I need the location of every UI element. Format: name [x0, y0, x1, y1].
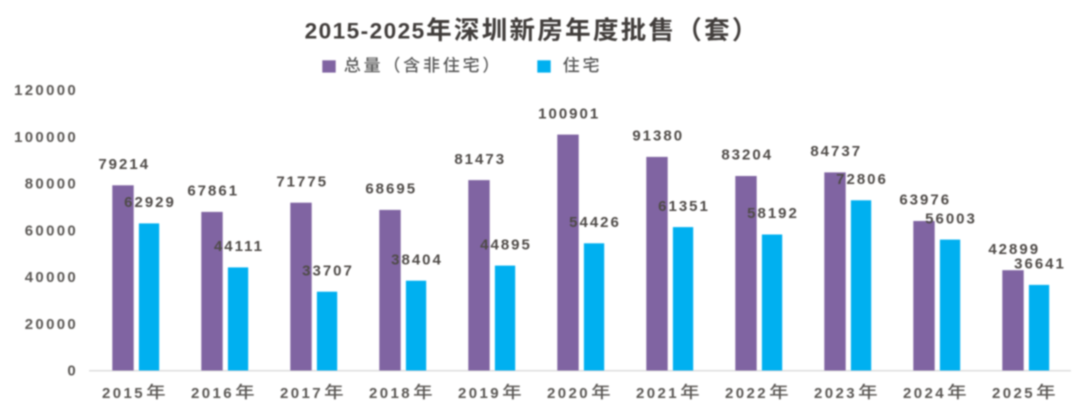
svg-text:2021: 2021 — [636, 385, 679, 402]
svg-text:120000: 120000 — [14, 82, 78, 99]
svg-text:68695: 68695 — [365, 181, 417, 198]
svg-text:100901: 100901 — [538, 105, 600, 122]
svg-text:81473: 81473 — [454, 151, 506, 168]
svg-text:79214: 79214 — [98, 156, 150, 173]
svg-text:44895: 44895 — [480, 236, 532, 253]
svg-text:2018: 2018 — [369, 385, 412, 402]
svg-text:0: 0 — [67, 363, 78, 380]
svg-text:58192: 58192 — [747, 205, 799, 222]
svg-text:2024: 2024 — [903, 385, 946, 402]
svg-text:71775: 71775 — [276, 173, 328, 190]
svg-text:61351: 61351 — [658, 198, 710, 215]
svg-text:2020: 2020 — [547, 385, 590, 402]
svg-text:67861: 67861 — [187, 183, 239, 200]
svg-text:33707: 33707 — [302, 262, 354, 279]
svg-text:40000: 40000 — [25, 269, 78, 286]
svg-text:2015-2025: 2015-2025 — [305, 18, 426, 43]
svg-text:60000: 60000 — [25, 222, 78, 239]
svg-text:20000: 20000 — [25, 316, 78, 333]
svg-text:83204: 83204 — [721, 147, 773, 164]
svg-text:80000: 80000 — [25, 176, 78, 193]
svg-text:2016: 2016 — [191, 385, 234, 402]
svg-text:44111: 44111 — [214, 238, 264, 255]
svg-text:100000: 100000 — [14, 129, 78, 146]
svg-text:72806: 72806 — [836, 171, 888, 188]
svg-text:56003: 56003 — [925, 210, 977, 227]
svg-text:91380: 91380 — [632, 128, 684, 145]
svg-text:36641: 36641 — [1014, 256, 1066, 273]
svg-text:84737: 84737 — [810, 143, 862, 160]
svg-text:2019: 2019 — [458, 385, 501, 402]
svg-text:2025: 2025 — [992, 385, 1035, 402]
svg-text:38404: 38404 — [391, 251, 443, 268]
svg-text:63976: 63976 — [899, 192, 951, 209]
svg-text:54426: 54426 — [569, 214, 621, 231]
svg-text:2023: 2023 — [814, 385, 857, 402]
svg-text:62929: 62929 — [124, 194, 176, 211]
svg-text:2022: 2022 — [725, 385, 768, 402]
svg-text:42899: 42899 — [988, 241, 1040, 258]
svg-text:2015: 2015 — [102, 385, 145, 402]
svg-text:2017: 2017 — [280, 385, 323, 402]
